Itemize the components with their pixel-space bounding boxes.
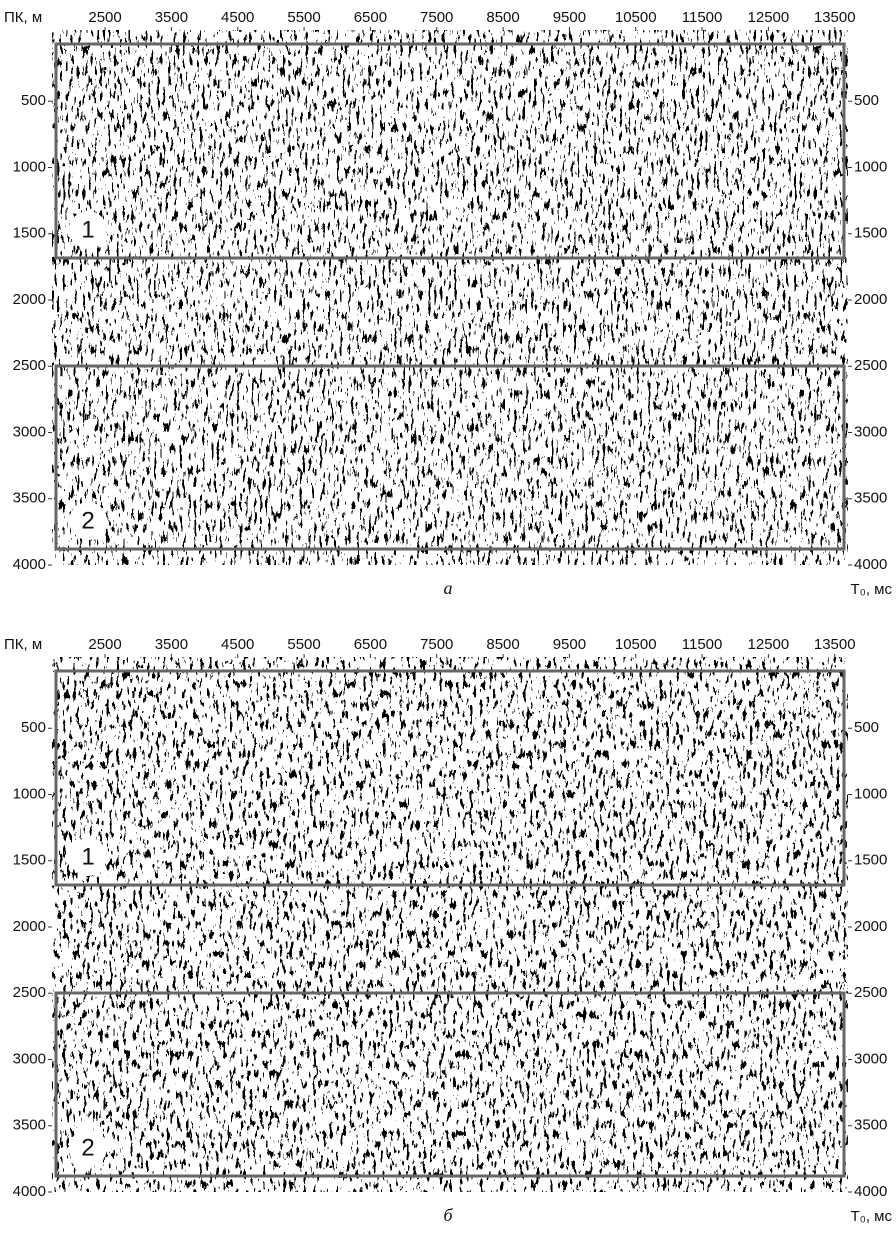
zone-marker [69, 211, 107, 249]
y-tick-label-left: 4000 [13, 556, 46, 573]
x-tick-label: 4500 [221, 9, 254, 26]
zone-label: 1 [81, 216, 94, 243]
panel-caption: а [444, 578, 453, 598]
y-tick-label-left: 3500 [13, 490, 46, 507]
x-tick-label: 5500 [287, 9, 320, 26]
x-tick-label: 8500 [486, 9, 519, 26]
y-tick-label-left: 2000 [13, 291, 46, 308]
zone-box [54, 991, 846, 1178]
x-tick-label: 2500 [88, 636, 121, 653]
y-tick-label-right: 2000 [854, 291, 887, 308]
x-tick-label: 2500 [88, 9, 121, 26]
x-tick-label: 10500 [615, 636, 657, 653]
y-tick-label-right: 1000 [854, 785, 887, 802]
x-tick-label: 9500 [553, 636, 586, 653]
y-tick-label-left: 2000 [13, 918, 46, 935]
y-tick-label-left: 1000 [13, 785, 46, 802]
zone-box [54, 364, 846, 551]
panel-caption: б [443, 1205, 453, 1225]
y-tick-label-left: 4000 [13, 1183, 46, 1200]
zone-label: 2 [81, 507, 94, 534]
y-tick-label-right: 3000 [854, 423, 887, 440]
x-axis-label: ПК, м [4, 9, 42, 26]
x-tick-label: 12500 [748, 9, 790, 26]
zone-label: 1 [81, 843, 94, 870]
y-tick-label-right: 4000 [854, 1183, 887, 1200]
x-tick-label: 6500 [354, 636, 387, 653]
seismic-panel: ПК, м 2500 3500 4500 5500 6500 7500 8500 9500 105… [4, 636, 892, 1225]
y-tick-label-right: 3000 [854, 1050, 887, 1067]
y-tick-label-right: 1500 [854, 225, 887, 242]
x-tick-label: 6500 [354, 9, 387, 26]
x-tick-label: 13500 [814, 9, 856, 26]
x-tick-label: 3500 [155, 9, 188, 26]
y-tick-label-right: 2500 [854, 984, 887, 1001]
zone-box [54, 42, 846, 260]
seismic-panel: ПК, м 2500 3500 4500 5500 6500 7500 8500 9500 105… [4, 9, 892, 598]
y-tick-label-left: 3000 [13, 423, 46, 440]
y-tick-label-right: 2500 [854, 357, 887, 374]
x-tick-label: 7500 [420, 636, 453, 653]
y-tick-label-left: 1500 [13, 852, 46, 869]
seismic-section [52, 30, 848, 565]
x-tick-label: 11500 [682, 636, 723, 653]
y-tick-label-left: 3500 [13, 1117, 46, 1134]
y-tick-label-right: 2000 [854, 918, 887, 935]
zone-label: 2 [81, 1134, 94, 1161]
y-tick-label-right: 500 [854, 92, 879, 109]
y-tick-label-left: 2500 [13, 984, 46, 1001]
y-tick-label-right: 3500 [854, 490, 887, 507]
y-tick-label-right: 500 [854, 719, 879, 736]
y-tick-label-right: 4000 [854, 556, 887, 573]
x-tick-label: 8500 [486, 636, 519, 653]
y-tick-label-right: 3500 [854, 1117, 887, 1134]
x-tick-label: 13500 [814, 636, 856, 653]
y-tick-label-left: 500 [21, 719, 46, 736]
y-tick-label-left: 2500 [13, 357, 46, 374]
zone-marker [69, 838, 107, 876]
x-axis-label: ПК, м [4, 636, 42, 653]
y-axis-label: T₀, мс [850, 1208, 892, 1225]
x-tick-label: 9500 [553, 9, 586, 26]
y-axis-label: T₀, мс [850, 581, 892, 598]
x-tick-label: 10500 [615, 9, 657, 26]
x-tick-label: 4500 [221, 636, 254, 653]
zone-marker [69, 502, 107, 540]
zone-marker [69, 1129, 107, 1167]
x-tick-label: 5500 [287, 636, 320, 653]
x-tick-label: 12500 [748, 636, 790, 653]
y-tick-label-left: 500 [21, 92, 46, 109]
zone-box [54, 669, 846, 887]
x-tick-label: 3500 [155, 636, 188, 653]
y-tick-label-right: 1000 [854, 158, 887, 175]
x-tick-label: 11500 [682, 9, 723, 26]
seismic-section [52, 657, 848, 1192]
y-tick-label-left: 1000 [13, 158, 46, 175]
x-tick-label: 7500 [420, 9, 453, 26]
y-tick-label-right: 1500 [854, 852, 887, 869]
y-tick-label-left: 3000 [13, 1050, 46, 1067]
y-tick-label-left: 1500 [13, 225, 46, 242]
